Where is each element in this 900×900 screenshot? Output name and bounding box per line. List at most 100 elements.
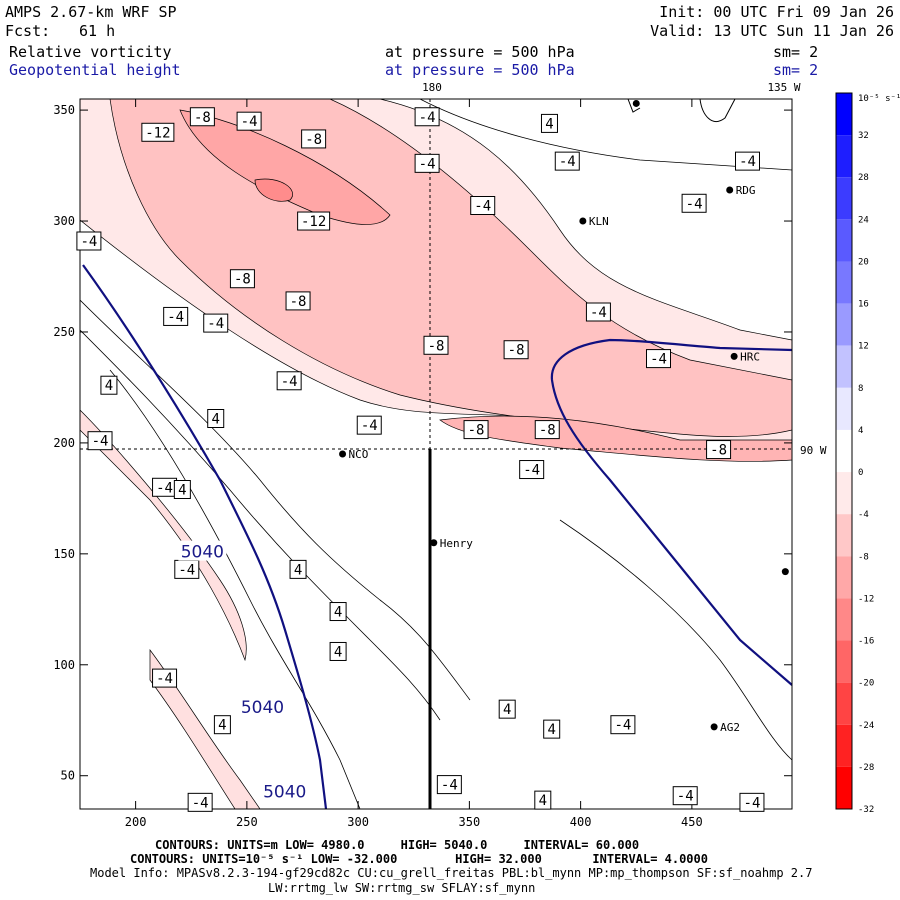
parallel-90w-label: 90 W [800, 444, 827, 457]
vorticity-label: -4 [281, 374, 298, 390]
vorticity-label-box [297, 211, 331, 231]
meridian-180-label: 180 [422, 81, 442, 94]
vorticity-label: -4 [156, 480, 173, 496]
station-label: HRC [740, 350, 760, 363]
vorticity-label: -4 [614, 718, 631, 734]
vorticity-label: -4 [650, 352, 667, 368]
vorticity-label-box [503, 340, 529, 360]
vorticity-label-box [276, 371, 302, 391]
vorticity-label-box [203, 313, 229, 333]
vorticity-label-box [207, 409, 225, 428]
vorticity-label: -8 [508, 343, 525, 359]
vorticity-label: -8 [428, 338, 445, 354]
vorticity-label-box [87, 431, 113, 451]
vorticity-label: -4 [178, 562, 195, 578]
vorticity-label-box [329, 602, 347, 622]
vorticity-label: -8 [710, 443, 727, 459]
vorticity-label-box [173, 480, 191, 499]
y-tick-label: 300 [53, 214, 75, 228]
vorticity-west-band2 [149, 648, 261, 809]
colorbar-frame [835, 92, 853, 810]
colorbar-swatch [836, 93, 852, 136]
extra-point-markers [632, 99, 789, 576]
vorticity-label: -8 [305, 132, 322, 148]
forecast-label: Fcst: [5, 22, 51, 40]
colorbar: 10⁻⁵ s⁻¹ 32 28 24 20 16 12 8 4 0 -4 -8 -12 -16 -20 -24 -… [835, 92, 900, 815]
vorticity-label: 4 [545, 116, 553, 132]
vorticity-label-box [423, 335, 449, 355]
vorticity-label: -4 [744, 795, 761, 811]
station-label: RDG [736, 184, 756, 197]
vorticity-label: -4 [419, 156, 436, 172]
colorbar-swatch [836, 345, 852, 388]
y-tick-label: 100 [53, 658, 75, 672]
station-markers: RDG KLN HRC NCO Henry AG2 [339, 184, 760, 734]
vorticity-label-box [519, 460, 545, 480]
model-info-line2: LW:rrtmg_lw SW:rrtmg_sw SFLAY:sf_mynn [268, 881, 536, 895]
vorticity-label: -4 [686, 196, 703, 212]
colorbar-label: -8 [858, 552, 869, 562]
vorticity-label: 4 [334, 605, 342, 621]
vorticity-label: -4 [739, 154, 756, 170]
station-label: AG2 [720, 721, 740, 734]
colorbar-label: 8 [858, 384, 863, 394]
x-tick-label: 350 [459, 815, 481, 829]
vorticity-label-box [76, 231, 102, 251]
height-contour-5040-east [550, 338, 792, 686]
colorbar-label: 28 [858, 173, 869, 183]
vorticity-core-minus12 [179, 109, 391, 225]
x-tick-label: 250 [236, 815, 258, 829]
vorticity-label: -4 [361, 418, 378, 434]
vorticity-east-minus8 [439, 415, 792, 462]
y-tick-label: 250 [53, 325, 75, 339]
coastline [627, 98, 736, 122]
vorticity-label-box [739, 792, 765, 812]
meridian-135w-label: 135 W [767, 81, 800, 94]
height-label: 5040 [181, 543, 224, 563]
colorbar-label: 32 [858, 131, 869, 141]
shaded-vorticity-field [80, 99, 792, 809]
vorticity-label: -4 [92, 434, 109, 450]
y-tick-label: 200 [53, 436, 75, 450]
height-contour-5040-west [82, 264, 328, 809]
colorbar-label: 12 [858, 342, 869, 352]
station-label: NCO [349, 448, 369, 461]
height-contour-info: CONTOURS: UNITS=m LOW= 4980.0 HIGH= 5040… [155, 838, 640, 852]
colorbar-label: -28 [858, 763, 874, 773]
vorticity-label: 4 [178, 483, 186, 499]
vorticity-label-box [470, 196, 496, 215]
field2-level: at pressure = 500 hPa [385, 61, 575, 79]
vorticity-label: 4 [105, 378, 113, 394]
station-label: Henry [440, 537, 473, 550]
vorticity-label-box [301, 129, 327, 149]
vorticity-label: 4 [547, 722, 555, 738]
vorticity-label: -4 [677, 789, 694, 805]
vorticity-label-box [289, 559, 307, 579]
vorticity-label-box [436, 775, 462, 795]
colorbar-swatch [836, 682, 852, 725]
vorticity-label-box [610, 715, 636, 735]
vorticity-label-box [554, 151, 580, 171]
vorticity-label: -12 [301, 214, 326, 230]
vorticity-label-box [189, 107, 215, 127]
vorticity-label: 4 [334, 644, 342, 660]
colorbar-swatch [836, 219, 852, 262]
vorticity-label-box [585, 302, 611, 322]
y-tick-label: 350 [53, 103, 75, 117]
vorticity-label: -4 [474, 199, 491, 215]
colorbar-swatch [836, 177, 852, 220]
vorticity-contour-top [419, 99, 792, 171]
colorbar-label: -20 [858, 679, 874, 689]
colorbar-swatch [836, 261, 852, 304]
map-point [632, 99, 640, 107]
colorbar-swatch [836, 387, 852, 430]
height-label: 5040 [241, 698, 284, 718]
colorbar-label: -16 [858, 637, 874, 647]
x-tick-label: 300 [347, 815, 369, 829]
vorticity-label-box [681, 193, 707, 213]
field1-level: at pressure = 500 hPa [385, 43, 575, 61]
vorticity-label-box [414, 153, 440, 173]
vorticity-core-minus12b [254, 178, 293, 202]
vorticity-label-box [463, 420, 489, 440]
